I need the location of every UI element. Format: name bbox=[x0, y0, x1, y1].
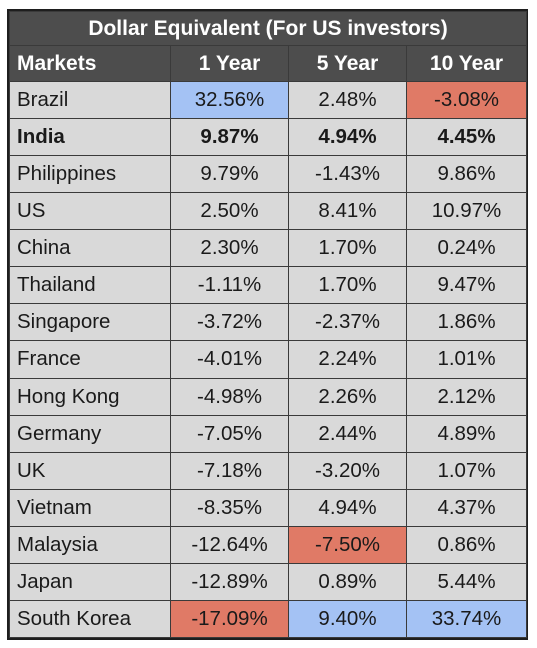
table-row: Vietnam -8.35% 4.94% 4.37% bbox=[9, 488, 528, 527]
table-row: UK -7.18% -3.20% 1.07% bbox=[9, 451, 528, 490]
table-row: Thailand -1.11% 1.70% 9.47% bbox=[9, 266, 528, 305]
return-5-year-cell: -7.50% bbox=[288, 525, 407, 564]
return-10-year-cell: 0.24% bbox=[405, 229, 528, 268]
market-name-cell: South Korea bbox=[9, 599, 171, 639]
table-row: Germany -7.05% 2.44% 4.89% bbox=[9, 414, 528, 453]
return-10-year-cell: 5.44% bbox=[405, 562, 528, 601]
return-1-year-cell: 2.30% bbox=[170, 229, 289, 268]
return-5-year-cell: 1.70% bbox=[288, 229, 407, 268]
return-5-year-cell: -2.37% bbox=[288, 303, 407, 342]
market-name-cell: US bbox=[9, 192, 171, 231]
market-name-cell: Vietnam bbox=[9, 488, 171, 527]
header-10-year: 10 Year bbox=[405, 45, 528, 82]
return-10-year-cell: 0.86% bbox=[405, 525, 528, 564]
table-row: South Korea -17.09% 9.40% 33.74% bbox=[9, 599, 528, 639]
table-row: Japan -12.89% 0.89% 5.44% bbox=[9, 562, 528, 601]
return-10-year-cell: 4.89% bbox=[405, 414, 528, 453]
market-name-cell: Hong Kong bbox=[9, 377, 171, 416]
market-name-cell: France bbox=[9, 340, 171, 379]
return-10-year-cell: 1.86% bbox=[405, 303, 528, 342]
return-5-year-cell: 8.41% bbox=[288, 192, 407, 231]
table-body: Brazil 32.56% 2.48% -3.08% India 9.87% 4.94% 4.… bbox=[9, 80, 528, 639]
market-name-cell: Singapore bbox=[9, 303, 171, 342]
return-1-year-cell: -12.89% bbox=[170, 562, 289, 601]
table-row: China 2.30% 1.70% 0.24% bbox=[9, 229, 528, 268]
table-row: Brazil 32.56% 2.48% -3.08% bbox=[9, 80, 528, 120]
table-row: US 2.50% 8.41% 10.97% bbox=[9, 192, 528, 231]
return-5-year-cell: 9.40% bbox=[288, 599, 407, 639]
return-5-year-cell: 2.44% bbox=[288, 414, 407, 453]
market-name-cell: Philippines bbox=[9, 155, 171, 194]
return-10-year-cell: 1.01% bbox=[405, 340, 528, 379]
market-name-cell: Malaysia bbox=[9, 525, 171, 564]
table-row: Malaysia -12.64% -7.50% 0.86% bbox=[9, 525, 528, 564]
return-5-year-cell: 4.94% bbox=[288, 118, 407, 157]
return-5-year-cell: 1.70% bbox=[288, 266, 407, 305]
return-1-year-cell: 32.56% bbox=[170, 80, 289, 120]
return-5-year-cell: 4.94% bbox=[288, 488, 407, 527]
table-row: Hong Kong -4.98% 2.26% 2.12% bbox=[9, 377, 528, 416]
return-1-year-cell: -1.11% bbox=[170, 266, 289, 305]
return-1-year-cell: -3.72% bbox=[170, 303, 289, 342]
header-row: Markets 1 Year 5 Year 10 Year bbox=[9, 45, 528, 82]
market-name-cell: Japan bbox=[9, 562, 171, 601]
return-1-year-cell: -7.05% bbox=[170, 414, 289, 453]
return-10-year-cell: 2.12% bbox=[405, 377, 528, 416]
table-row: France -4.01% 2.24% 1.01% bbox=[9, 340, 528, 379]
return-10-year-cell: 1.07% bbox=[405, 451, 528, 490]
return-5-year-cell: 0.89% bbox=[288, 562, 407, 601]
return-1-year-cell: -4.01% bbox=[170, 340, 289, 379]
return-5-year-cell: 2.48% bbox=[288, 80, 407, 120]
header-markets: Markets bbox=[9, 45, 171, 82]
return-5-year-cell: -3.20% bbox=[288, 451, 407, 490]
return-10-year-cell: 9.86% bbox=[405, 155, 528, 194]
header-1-year: 1 Year bbox=[170, 45, 289, 82]
return-1-year-cell: 9.87% bbox=[170, 118, 289, 157]
market-name-cell: Brazil bbox=[9, 80, 171, 120]
returns-table-frame: Dollar Equivalent (For US investors) Mar… bbox=[7, 9, 528, 640]
market-name-cell: China bbox=[9, 229, 171, 268]
return-5-year-cell: 2.24% bbox=[288, 340, 407, 379]
table-row: Singapore -3.72% -2.37% 1.86% bbox=[9, 303, 528, 342]
return-10-year-cell: 4.45% bbox=[405, 118, 528, 157]
return-1-year-cell: 2.50% bbox=[170, 192, 289, 231]
return-5-year-cell: -1.43% bbox=[288, 155, 407, 194]
return-1-year-cell: -8.35% bbox=[170, 488, 289, 527]
return-1-year-cell: -7.18% bbox=[170, 451, 289, 490]
return-1-year-cell: 9.79% bbox=[170, 155, 289, 194]
header-5-year: 5 Year bbox=[288, 45, 407, 82]
return-1-year-cell: -4.98% bbox=[170, 377, 289, 416]
market-name-cell: India bbox=[9, 118, 171, 157]
return-10-year-cell: 33.74% bbox=[405, 599, 528, 639]
table-row: Philippines 9.79% -1.43% 9.86% bbox=[9, 155, 528, 194]
return-1-year-cell: -17.09% bbox=[170, 599, 289, 639]
return-5-year-cell: 2.26% bbox=[288, 377, 407, 416]
return-10-year-cell: 4.37% bbox=[405, 488, 528, 527]
table-title: Dollar Equivalent (For US investors) bbox=[8, 11, 528, 46]
table-row: India 9.87% 4.94% 4.45% bbox=[9, 118, 528, 157]
market-name-cell: UK bbox=[9, 451, 171, 490]
return-10-year-cell: 10.97% bbox=[405, 192, 528, 231]
return-10-year-cell: -3.08% bbox=[405, 80, 528, 120]
market-name-cell: Germany bbox=[9, 414, 171, 453]
return-10-year-cell: 9.47% bbox=[405, 266, 528, 305]
market-name-cell: Thailand bbox=[9, 266, 171, 305]
return-1-year-cell: -12.64% bbox=[170, 525, 289, 564]
returns-table: Dollar Equivalent (For US investors) Mar… bbox=[8, 11, 528, 639]
